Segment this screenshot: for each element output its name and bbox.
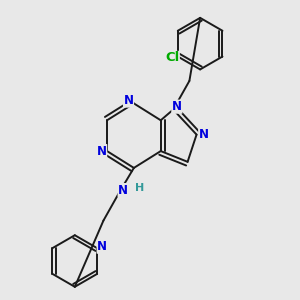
Text: H: H xyxy=(135,183,144,193)
Text: N: N xyxy=(97,145,107,158)
Text: N: N xyxy=(97,240,107,253)
Text: N: N xyxy=(124,94,134,107)
Text: Cl: Cl xyxy=(165,52,179,64)
Text: N: N xyxy=(118,184,128,196)
Text: N: N xyxy=(172,100,182,113)
Text: N: N xyxy=(199,128,209,141)
